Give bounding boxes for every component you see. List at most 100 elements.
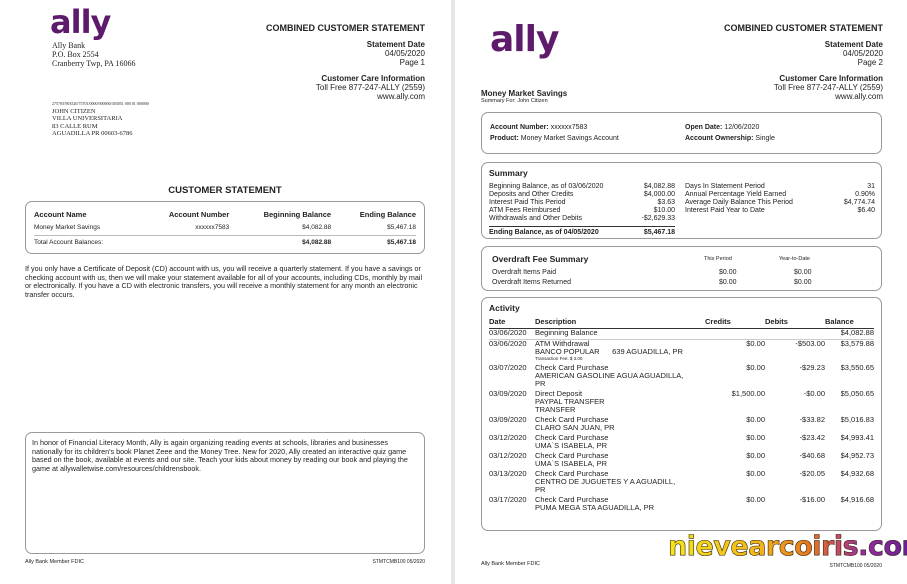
website-link[interactable]: www.ally.com [835,92,883,101]
ending-value: $5,467.18 [643,229,675,236]
date: 03/13/2020 [489,469,527,478]
cd-notice: If you only have a Certificate of Deposi… [25,264,423,299]
summary-row: Interest Paid Year to Date $6.40 [685,207,875,215]
table-row: 03/13/2020 Check Card Purchase CENTRO DE J… [489,470,874,496]
summary-value: 31 [867,183,875,190]
table-row: 03/12/2020 Check Card Purchase UMA`S ISABE… [489,452,874,470]
footer-left: Ally Bank Member FDIC [25,559,84,565]
account-number: xxxxxx7583 [550,124,588,131]
table-row: 03/06/2020 Beginning Balance $4,082.88 [489,329,874,340]
summary-label: Interest Paid This Period [489,199,566,206]
label: Account Ownership: [685,135,754,142]
debit: -$29.23 [799,363,825,372]
date: 03/06/2020 [489,339,527,348]
total-row: Total Account Balances: $4,082.88 $5,467.1… [34,235,416,249]
promo-message: In honor of Financial Literacy Month, Al… [32,438,408,473]
description-line: Check Card Purchase [535,433,609,442]
description-line: PAYPAL TRANSFER [535,397,605,406]
col-header: Account Number [168,210,230,219]
balance: $4,082.88 [840,328,874,337]
customer-address: 27570/l/903520/75701/0000/000000/303051 … [52,100,149,138]
ending-label: Ending Balance, as of 04/05/2020 [489,229,599,236]
overdraft-value: $0.00 [719,279,737,286]
footer-right: STMTCMB100 05/2020 [829,563,882,569]
ending-balance: $5,467.18 [387,224,416,232]
description-line: UMA`S ISABELA, PR [535,459,608,468]
activity-table: Date Description Credits Debits Balance … [489,317,874,514]
description-line: PUMA MEGA STA AGUADILLA, PR [535,503,655,512]
description: ATM Withdrawal BANCO POPULAR 639 AGUADILL… [535,340,705,365]
description-line: PR [535,379,546,388]
col-header: Beginning Balance [263,210,332,219]
statement-date: 04/05/2020 [384,49,425,58]
website-link[interactable]: www.ally.com [377,92,425,101]
overdraft-value: $0.00 [794,279,812,286]
account-name: Money Market Savings [34,224,101,232]
page-number: Page 2 [857,58,883,67]
page-separator [451,0,455,584]
address-line: P.O. Box 2554 [52,50,99,59]
label: Account Number: [490,124,549,131]
summary-value: $6.40 [857,207,875,214]
summary-value: $4,000.00 [643,191,675,198]
watermark: nievearcoiris.com [668,533,907,561]
ally-logo: ally [50,3,111,41]
summary-right: Days In Statement Period 31 Annual Percent… [685,183,875,215]
product: Money Market Savings Account [520,135,619,142]
description: Check Card Purchase UMA`S ISABELA, PR [535,452,705,470]
summary-value: $4,774.74 [843,199,875,206]
col-header: Balance [825,317,874,329]
balance: $4,916.68 [840,495,874,504]
overdraft-label: Overdraft Items Returned [492,279,571,286]
summary-label: Withdrawals and Other Debits [489,215,582,222]
summary-value: 0.90% [855,191,875,198]
balance: $3,550.65 [840,363,874,372]
overdraft-title: Overdraft Fee Summary [492,254,589,264]
summary-label: Days In Statement Period [685,183,765,190]
credit: $0.00 [746,451,765,460]
summary-left: Beginning Balance, as of 03/06/2020 $4,08… [489,183,675,223]
summary-label: Annual Percentage Yield Earned [685,191,787,198]
summary-label: Average Daily Balance This Period [685,199,793,206]
account-title: Money Market Savings [481,89,568,98]
summary-label: Deposits and Other Credits [489,191,574,198]
toll-free: Toll Free 877-247-ALLY (2559) [315,83,425,92]
summary-for: Summary For: John Citizen [481,98,548,104]
credit [705,329,765,340]
credit: $0.00 [746,469,765,478]
activity-title: Activity [489,303,520,313]
table-row: Money Market Savings xxxxxx7583 $4,082.88 $… [34,221,416,235]
summary-row: Beginning Balance, as of 03/06/2020 $4,08… [489,183,675,191]
debit: -$23.42 [799,433,825,442]
summary-row: Interest Paid This Period $3.63 [489,199,675,207]
description-line: Check Card Purchase [535,451,609,460]
page-number: Page 1 [399,58,425,67]
beginning-balance: $4,082.88 [302,224,332,232]
table-row: 03/09/2020 Direct Deposit PAYPAL TRANSFER T… [489,390,874,416]
summary-row: Days In Statement Period 31 [685,183,875,191]
total-ending: $5,467.18 [387,238,416,246]
ally-logo: ally [490,19,559,60]
activity-box: Activity Date Description Credits Debits… [481,297,882,531]
date: 03/06/2020 [489,328,527,337]
description-line: TRANSFER [535,405,576,414]
statement-date: 04/05/2020 [842,49,883,58]
debit: -$503.00 [795,339,825,348]
total-beginning: $4,082.88 [302,238,332,246]
col-header: Account Name [34,210,87,219]
description: Check Card Purchase CENTRO DE JUGUETES Y … [535,470,705,496]
description-line: Beginning Balance [535,328,598,337]
address-line: AGUADILLA PR 00603-6786 [52,130,133,137]
summary-box: Summary Beginning Balance, as of 03/06/2… [481,162,882,239]
description-line: Check Card Purchase [535,495,609,504]
col-header: Date [489,317,535,329]
overdraft-value: $0.00 [794,269,812,276]
summary-row: Annual Percentage Yield Earned 0.90% [685,191,875,199]
summary-row: ATM Fees Reimbursed $10.00 [489,207,675,215]
debit: -$33.82 [799,415,825,424]
account-number: xxxxxx7583 [195,224,230,232]
summary-row: Withdrawals and Other Debits -$2,629.33 [489,215,675,223]
credit: $0.00 [746,339,765,348]
summary-row: Average Daily Balance This Period $4,774.… [685,199,875,207]
footer-right: STMTCMB100 05/2020 [372,559,425,565]
